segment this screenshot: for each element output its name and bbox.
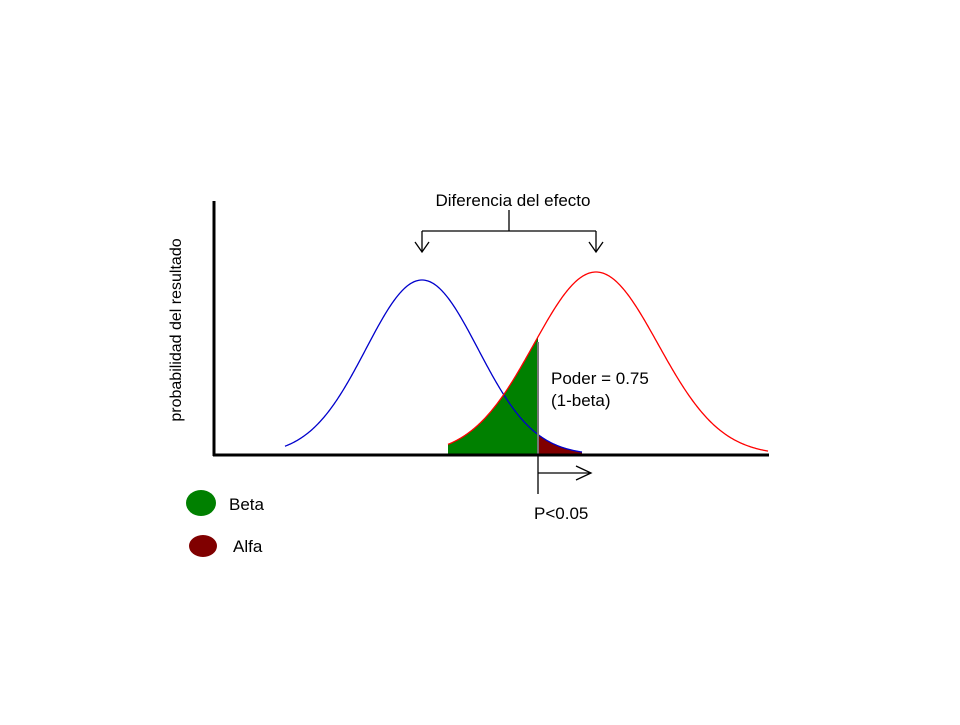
- power-label: Poder = 0.75: [551, 369, 649, 388]
- effect-difference-bracket-icon: [414, 210, 604, 254]
- beta-region: [448, 336, 538, 455]
- significance-threshold-label: P<0.05: [534, 504, 588, 523]
- legend-alfa-label: Alfa: [233, 537, 263, 556]
- legend-beta-label: Beta: [229, 495, 265, 514]
- y-axis-label: probabilidad del resultado: [168, 238, 185, 421]
- rejection-arrow-icon: [537, 456, 593, 494]
- effect-difference-label: Diferencia del efecto: [436, 191, 591, 210]
- legend-beta-swatch: [186, 490, 216, 516]
- legend: Beta Alfa: [186, 490, 265, 557]
- alternative-distribution-curve: [447, 271, 769, 452]
- power-sublabel: (1-beta): [551, 391, 611, 410]
- alfa-region: [538, 434, 582, 455]
- null-distribution-curve: [284, 279, 583, 453]
- legend-alfa-swatch: [189, 535, 217, 557]
